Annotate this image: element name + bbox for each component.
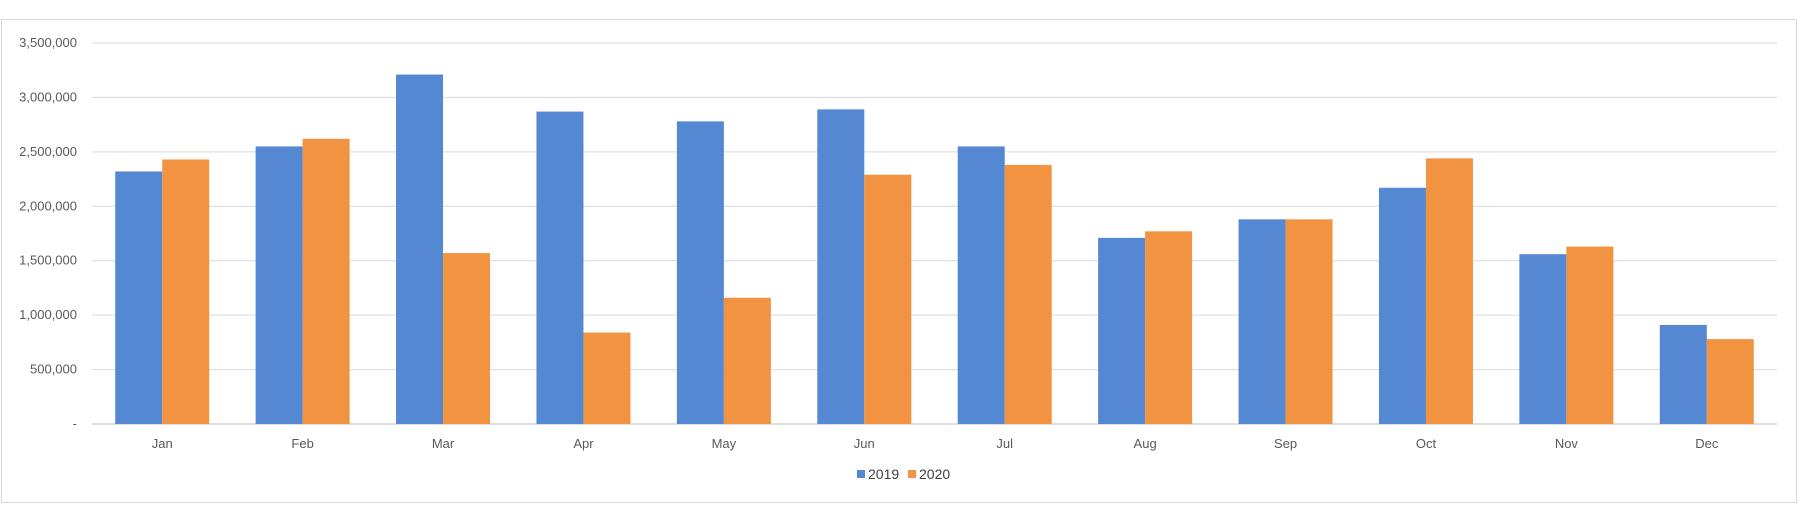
x-tick-label: Feb xyxy=(291,436,313,451)
bar-2020-feb xyxy=(302,138,350,424)
bar-2019-nov xyxy=(1519,254,1567,424)
bar-2020-oct xyxy=(1425,158,1473,425)
bar-2020-mar xyxy=(443,253,491,424)
y-axis: - 500,000 1,000,000 1,500,000 2,000,000 2,500… xyxy=(19,35,77,431)
bar-2019-jun xyxy=(817,109,865,424)
legend-label-2019: 2019 xyxy=(868,466,899,482)
bars xyxy=(115,74,1754,425)
y-tick-label: 500,000 xyxy=(30,362,77,377)
bar-2019-apr xyxy=(536,111,584,424)
bar-2020-apr xyxy=(583,332,631,424)
bar-2020-sep xyxy=(1285,219,1333,424)
y-tick-label: 3,500,000 xyxy=(19,35,77,50)
bar-2020-jun xyxy=(864,174,912,424)
x-axis: Jan Feb Mar Apr May Jun Jul Aug Sep Oct Nov Dec xyxy=(152,436,1719,451)
bar-2020-nov xyxy=(1566,246,1614,424)
bar-2019-may xyxy=(676,121,724,425)
x-tick-label: May xyxy=(712,436,737,451)
bar-2019-dec xyxy=(1659,324,1707,424)
x-tick-label: Apr xyxy=(573,436,594,451)
y-tick-label: 1,500,000 xyxy=(19,253,77,268)
bar-2020-dec xyxy=(1706,339,1754,424)
bar-2019-jul xyxy=(957,146,1005,424)
bar-2019-feb xyxy=(255,146,303,424)
legend-swatch-2019 xyxy=(857,470,865,478)
x-tick-label: Jul xyxy=(996,436,1013,451)
x-tick-label: Dec xyxy=(1695,436,1719,451)
bar-2020-jan xyxy=(162,159,210,424)
bar-2020-may xyxy=(723,297,771,424)
bar-2019-aug xyxy=(1098,237,1146,424)
y-tick-label: 2,000,000 xyxy=(19,198,77,213)
x-tick-label: Aug xyxy=(1134,436,1157,451)
x-tick-label: Sep xyxy=(1274,436,1297,451)
bar-2019-sep xyxy=(1238,219,1286,424)
bar-2020-aug xyxy=(1145,231,1193,424)
y-tick-label: 3,000,000 xyxy=(19,89,77,104)
gridlines xyxy=(92,42,1777,425)
bar-2019-mar xyxy=(396,74,444,424)
bar-2020-jul xyxy=(1004,164,1052,425)
legend-label-2020: 2020 xyxy=(919,466,950,482)
x-tick-label: Mar xyxy=(432,436,455,451)
bar-2019-jan xyxy=(115,171,163,424)
x-tick-label: Oct xyxy=(1416,436,1437,451)
y-tick-label: - xyxy=(73,416,77,431)
bar-2019-oct xyxy=(1378,187,1426,424)
y-tick-label: 2,500,000 xyxy=(19,144,77,159)
y-tick-label: 1,000,000 xyxy=(19,307,77,322)
x-tick-label: Jun xyxy=(854,436,875,451)
legend-swatch-2020 xyxy=(908,470,916,478)
legend: 2019 2020 xyxy=(857,466,950,482)
x-tick-label: Nov xyxy=(1555,436,1579,451)
x-tick-label: Jan xyxy=(152,436,173,451)
